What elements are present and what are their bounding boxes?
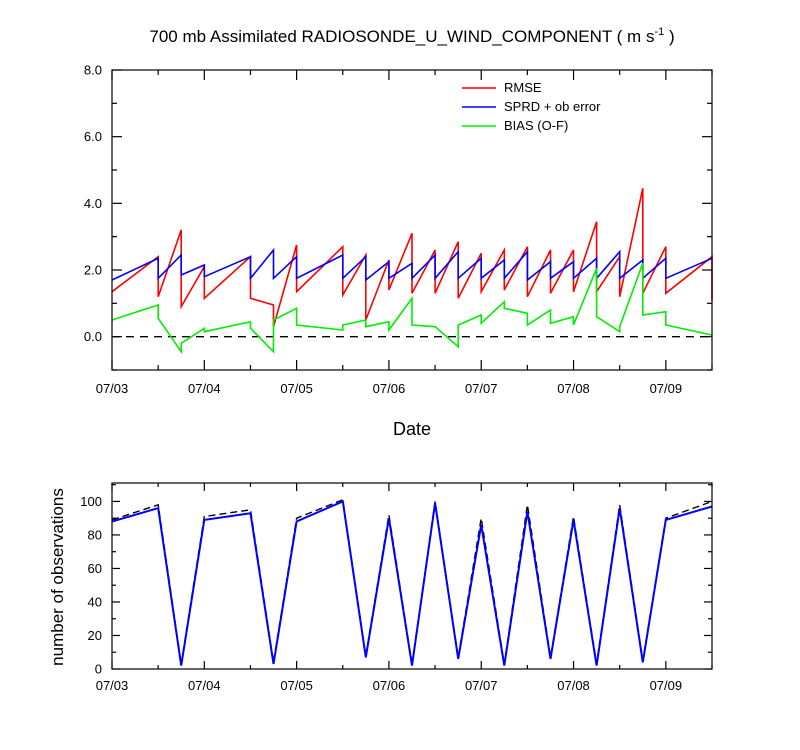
legend-label-sprd: SPRD + ob error <box>504 99 601 114</box>
y-tick-label: 0.0 <box>84 329 102 344</box>
top-plot: 07/03 07/04 07/05 07/06 07/07 07/08 07/09 0.0 2.… <box>84 63 713 396</box>
x-tick-label: 07/05 <box>280 381 313 396</box>
y-tick-label: 20 <box>88 628 102 643</box>
legend-label-bias: BIAS (O-F) <box>504 118 568 133</box>
y-axis-label: number of observations <box>48 488 67 666</box>
x-tick-label: 07/06 <box>373 678 406 693</box>
x-tick-label: 07/08 <box>557 381 590 396</box>
x-axis-label: Date <box>393 419 431 439</box>
y-tick-label: 2.0 <box>84 263 102 278</box>
bottom-plot-frame <box>111 482 713 670</box>
y-tick-label: 8.0 <box>84 63 102 78</box>
x-tick-label: 07/04 <box>188 678 221 693</box>
bottom-series-used <box>111 499 713 666</box>
y-tick-label: 100 <box>80 494 102 509</box>
y-tick-label: 60 <box>88 561 102 576</box>
x-tick-label: 07/08 <box>557 678 590 693</box>
y-tick-label: 80 <box>88 527 102 542</box>
x-tick-label: 07/03 <box>96 381 129 396</box>
x-tick-label: 07/07 <box>465 678 498 693</box>
chart-title: 700 mb Assimilated RADIOSONDE_U_WIND_COM… <box>149 26 674 46</box>
x-tick-label: 07/04 <box>188 381 221 396</box>
x-tick-label: 07/09 <box>650 678 683 693</box>
title-main: 700 mb Assimilated RADIOSONDE_U_WIND_COM… <box>149 27 654 46</box>
x-tick-label: 07/09 <box>650 381 683 396</box>
y-tick-label: 6.0 <box>84 129 102 144</box>
top-series-bias-o-f <box>111 263 713 355</box>
legend-label-rmse: RMSE <box>504 80 542 95</box>
x-tick-label: 07/03 <box>96 678 129 693</box>
legend: RMSE SPRD + ob error BIAS (O-F) <box>462 80 601 133</box>
x-tick-label: 07/05 <box>280 678 313 693</box>
y-tick-label: 0 <box>95 662 102 677</box>
title-superscript: -1 <box>654 26 664 38</box>
y-tick-label: 4.0 <box>84 196 102 211</box>
top-plot-frame <box>111 69 713 371</box>
y-tick-label: 40 <box>88 594 102 609</box>
x-tick-label: 07/06 <box>373 381 406 396</box>
bottom-plot: 07/03 07/04 07/05 07/06 07/07 07/08 07/09 0 20 40… <box>80 482 713 693</box>
title-suffix: ) <box>664 27 674 46</box>
x-tick-label: 07/07 <box>465 381 498 396</box>
